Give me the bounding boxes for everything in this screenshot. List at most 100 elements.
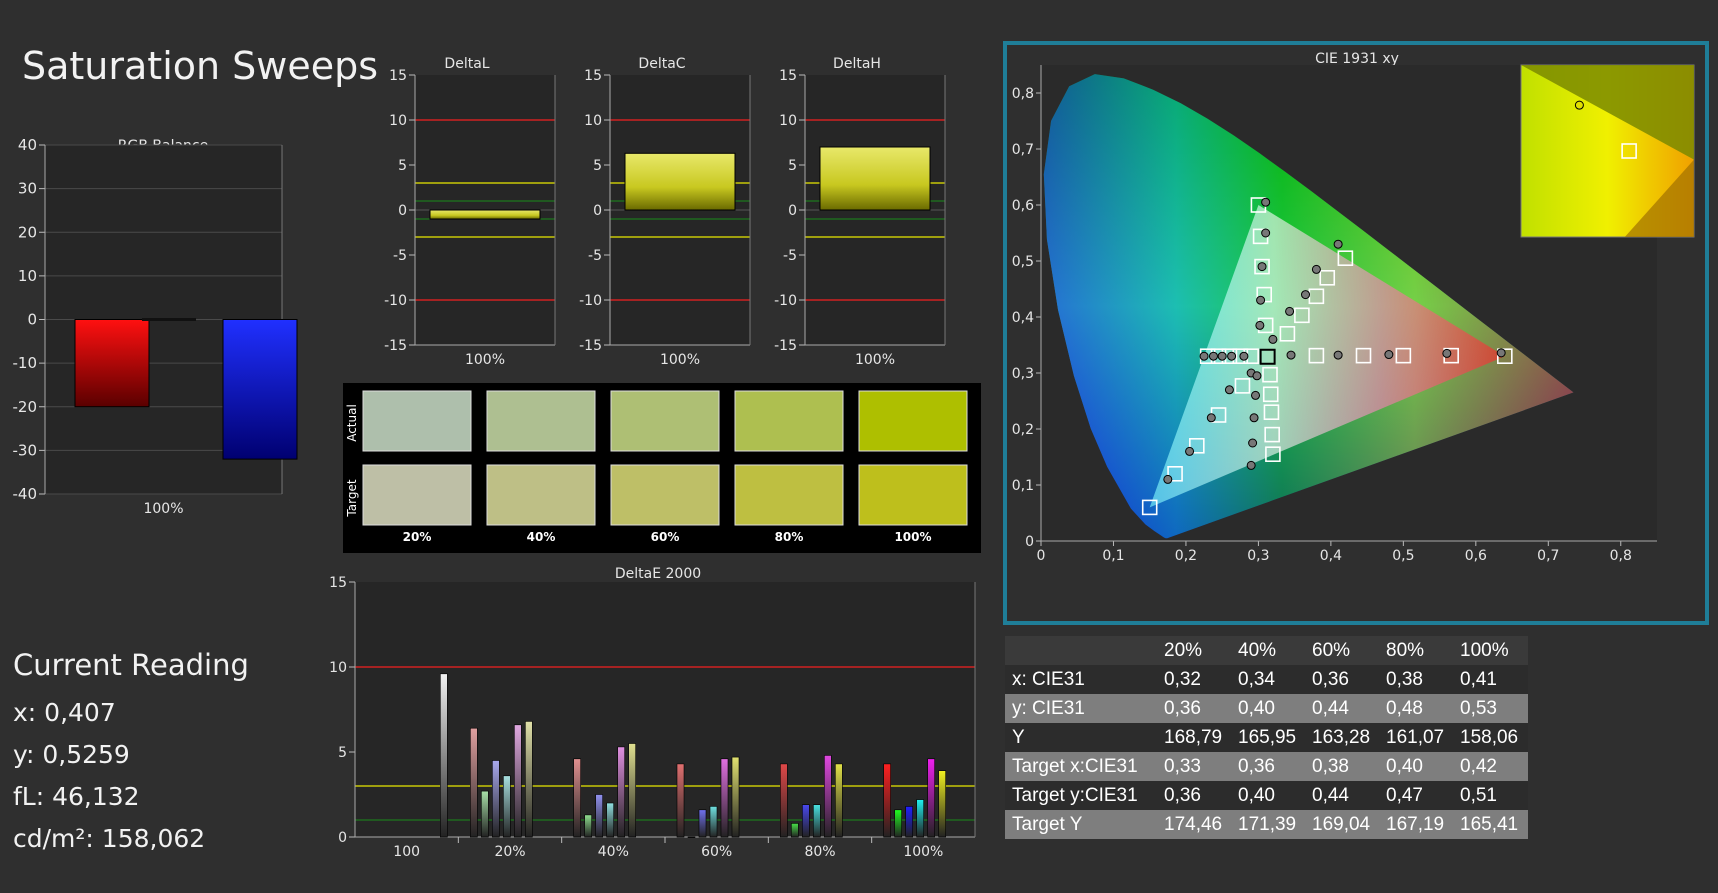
- measured-marker: [1249, 413, 1259, 423]
- table-cell: 165,95: [1232, 723, 1306, 752]
- swatch-column-label: 100%: [894, 530, 931, 544]
- table-cell: 167,19: [1380, 810, 1454, 839]
- x-tick-label: 0,1: [1102, 548, 1124, 564]
- measured-marker: [1163, 474, 1173, 484]
- y-tick-label: 5: [398, 158, 407, 174]
- table-cell: 0,40: [1232, 694, 1306, 723]
- y-tick-label: 0: [398, 203, 407, 219]
- measured-marker: [1442, 348, 1452, 358]
- deltae-bar: [514, 724, 522, 838]
- y-tick-label: 20: [18, 223, 37, 241]
- deltae-bar: [606, 802, 614, 838]
- deltal-title: DeltaL: [444, 56, 489, 72]
- x-tick-label: 0,6: [1465, 548, 1487, 564]
- y-tick-label: 5: [788, 158, 797, 174]
- deltae-bar: [595, 794, 603, 838]
- table-row: Target Y 174,46 171,39 169,04 167,19 165…: [1005, 810, 1528, 839]
- swatch-actual: [486, 390, 596, 452]
- deltae-bar: [780, 763, 788, 838]
- table-cell: 0,32: [1158, 665, 1232, 694]
- y-tick-label: -10: [774, 293, 797, 309]
- x-tick-label: 40%: [598, 844, 629, 860]
- inset-outside-gamut: [1521, 65, 1694, 160]
- table-cell: 0,33: [1158, 752, 1232, 781]
- measured-marker: [1333, 350, 1343, 360]
- inset-target-marker: [1621, 143, 1637, 159]
- swatch-actual: [362, 390, 472, 452]
- x-tick-label: 100: [393, 844, 420, 860]
- page-title: Saturation Sweeps: [22, 44, 379, 88]
- target-marker: [1262, 386, 1279, 403]
- measured-marker: [1217, 351, 1227, 361]
- deltae-bar: [894, 809, 902, 838]
- y-tick-label: 15: [584, 68, 602, 84]
- bar-red: [74, 319, 150, 408]
- measured-marker: [1239, 351, 1249, 361]
- x-tick-label: 0,8: [1610, 548, 1632, 564]
- deltae-bar: [470, 727, 478, 838]
- target-marker: [1337, 250, 1354, 266]
- x-tick-label: 100%: [143, 501, 183, 517]
- delta-bar: [819, 146, 931, 211]
- table-cell: 0,36: [1158, 781, 1232, 810]
- measured-marker: [1208, 351, 1218, 361]
- swatch-row-label-actual: Actual: [345, 404, 359, 442]
- y-tick-label: -40: [13, 485, 38, 503]
- gamut-triangle: [1149, 205, 1505, 508]
- y-tick-label: 0,8: [1012, 86, 1034, 102]
- target-marker: [1294, 307, 1310, 324]
- y-tick-label: -30: [13, 441, 38, 459]
- x-tick-label: 0,2: [1175, 548, 1197, 564]
- x-tick-label: 0,5: [1392, 548, 1414, 564]
- readings-table: 20% 40% 60% 80% 100% x: CIE31 0,32 0,34 …: [1005, 636, 1528, 839]
- table-cell: 0,41: [1454, 665, 1528, 694]
- x-tick-label: 0: [1037, 548, 1046, 564]
- deltae-bar: [927, 758, 935, 838]
- measured-marker: [1268, 334, 1278, 344]
- measured-marker: [1311, 264, 1321, 274]
- x-tick-label: 0,4: [1320, 548, 1342, 564]
- measured-marker: [1224, 385, 1234, 395]
- x-tick-label: 100%: [660, 352, 700, 368]
- target-marker: [1234, 378, 1251, 394]
- y-tick-label: -15: [774, 338, 797, 354]
- y-tick-label: 5: [338, 745, 347, 761]
- swatch-column-label: 80%: [775, 530, 804, 544]
- table-cell: 0,34: [1232, 665, 1306, 694]
- measured-marker: [1256, 295, 1266, 305]
- measured-marker: [1333, 239, 1343, 249]
- target-marker: [1262, 366, 1278, 383]
- table-cell: 171,39: [1232, 810, 1306, 839]
- row-label: Target Y: [1006, 810, 1158, 839]
- table-cell: 158,06: [1454, 723, 1528, 752]
- x-tick-label: 0,3: [1247, 548, 1269, 564]
- table-header-cell: 80%: [1380, 636, 1454, 665]
- deltae-bar: [584, 814, 592, 838]
- measured-marker: [1496, 348, 1506, 358]
- y-tick-label: -10: [13, 354, 38, 372]
- deltae-bar: [791, 823, 799, 838]
- target-marker: [1254, 258, 1270, 275]
- deltac-title: DeltaC: [638, 56, 685, 72]
- swatch-panel: Actual Target 20% 40% 60% 80% 100%: [343, 383, 981, 553]
- row-label: y: CIE31: [1006, 694, 1158, 723]
- measured-marker: [1248, 438, 1258, 448]
- table-cell: 0,36: [1232, 752, 1306, 781]
- deltah-chart: DeltaH 15 10 5 0 -5 -10 -15 100%: [774, 56, 946, 368]
- measured-marker: [1255, 320, 1265, 330]
- deltae-bar: [628, 743, 636, 838]
- deltae-bar: [883, 763, 891, 838]
- y-tick-label: 0: [338, 830, 347, 846]
- current-reading-heading: Current Reading: [13, 648, 249, 682]
- y-tick-label: 15: [329, 575, 347, 591]
- target-marker: [1279, 325, 1296, 342]
- target-marker: [1355, 347, 1372, 364]
- y-tick-label: -15: [384, 338, 407, 354]
- swatch-column-label: 40%: [527, 530, 556, 544]
- swatch-column-label: 20%: [403, 530, 432, 544]
- table-cell: 0,40: [1232, 781, 1306, 810]
- swatch-actual: [734, 390, 844, 452]
- table-cell: 0,38: [1380, 665, 1454, 694]
- y-tick-label: -5: [783, 248, 797, 264]
